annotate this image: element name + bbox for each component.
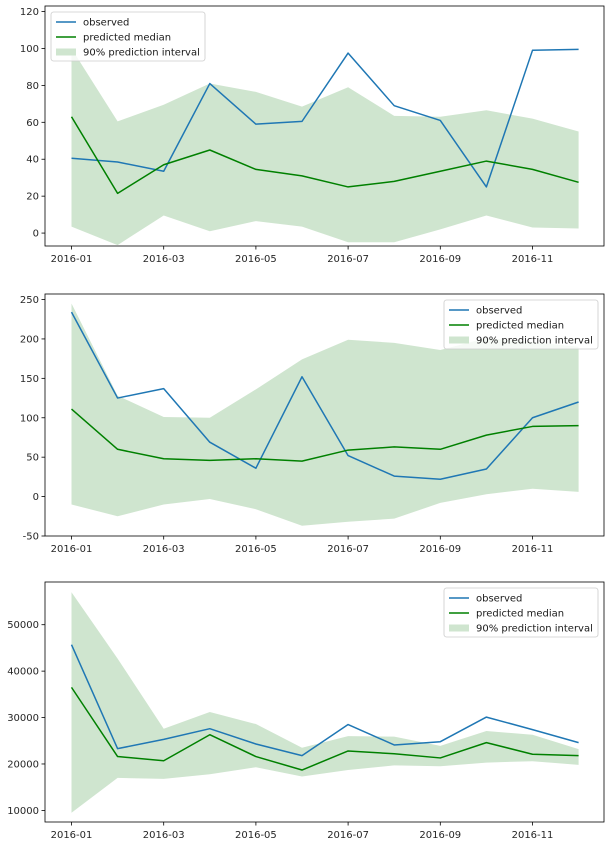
- y-tick-label: 10000: [7, 806, 39, 817]
- chart-panel-2: -50 0 50 100 150 200 250 2016-01 2016-03 2016-05 2…: [20, 293, 605, 555]
- legend-label: predicted median: [83, 33, 171, 44]
- legend-prediction-interval: 90% prediction interval: [449, 336, 593, 347]
- legend-predicted-median: predicted median: [56, 33, 171, 44]
- x-tick-label: 2016-01: [51, 830, 93, 841]
- legend-swatch: [449, 336, 469, 344]
- y-tick-label: 100: [20, 413, 39, 424]
- y-tick-label: 20000: [7, 759, 39, 770]
- legend-prediction-interval: 90% prediction interval: [56, 48, 200, 59]
- y-tick-label: 100: [20, 44, 39, 55]
- legend-prediction-interval: 90% prediction interval: [449, 624, 593, 635]
- axes-frame: [44, 5, 605, 247]
- legend-predicted-median: predicted median: [449, 609, 564, 620]
- x-tick-label: 2016-11: [512, 544, 554, 555]
- x-tick-label: 2016-11: [512, 830, 554, 841]
- y-tick-label: 40: [26, 155, 39, 166]
- predicted-median-line: [70, 686, 579, 771]
- y-tick-label: 250: [20, 295, 39, 306]
- predicted-median-line: [70, 116, 579, 195]
- legend: observed predicted median 90% prediction i…: [50, 11, 206, 62]
- y-tick-label: -50: [23, 532, 39, 543]
- predicted-median-line: [71, 408, 579, 462]
- observed-line: [70, 311, 579, 480]
- x-tick-label: 2016-05: [235, 544, 277, 555]
- prediction-interval-band: [71, 592, 579, 813]
- legend-swatch: [449, 624, 469, 632]
- legend-box: [443, 299, 599, 350]
- legend-observed: observed: [449, 306, 522, 317]
- y-tick-label: 200: [20, 334, 39, 345]
- x-tick-label: 2016-03: [143, 254, 185, 265]
- legend: observed predicted median 90% prediction i…: [443, 299, 599, 350]
- x-tick-label: 2016-03: [143, 544, 185, 555]
- x-tick-label: 2016-09: [419, 544, 461, 555]
- x-tick-label: 2016-05: [235, 254, 277, 265]
- y-tick-label: 0: [33, 492, 39, 503]
- y-tick-label: 80: [26, 81, 39, 92]
- y-tick-label: 50000: [7, 620, 39, 631]
- legend-label: 90% prediction interval: [476, 624, 593, 635]
- x-tick-label: 2016-01: [51, 254, 93, 265]
- legend-box: [50, 11, 206, 62]
- legend-label: observed: [476, 594, 522, 605]
- legend-box: [443, 587, 599, 638]
- y-tick-label: 60: [26, 118, 39, 129]
- x-tick-label: 2016-03: [143, 830, 185, 841]
- y-tick-label: 40000: [7, 667, 39, 678]
- y-tick-label: 30000: [7, 713, 39, 724]
- x-tick-label: 2016-09: [419, 830, 461, 841]
- y-tick-label: 150: [20, 374, 39, 385]
- prediction-interval-band: [71, 303, 579, 526]
- axes-frame: [44, 293, 605, 537]
- legend-label: observed: [83, 18, 129, 29]
- x-tick-label: 2016-05: [235, 830, 277, 841]
- chart-panel-3: 10000 20000 30000 40000 50000 2016-01 2016-03 2…: [7, 581, 605, 841]
- legend-label: predicted median: [476, 609, 564, 620]
- x-tick-label: 2016-07: [327, 254, 369, 265]
- legend-label: predicted median: [476, 321, 564, 332]
- y-tick-label: 120: [20, 7, 39, 18]
- legend: observed predicted median 90% prediction i…: [443, 587, 599, 638]
- chart-panel-1: 0 20 40 60 80 100 120 2016-01 2016-03 2016-05 2016…: [20, 5, 605, 265]
- x-tick-label: 2016-11: [512, 254, 554, 265]
- legend-observed: observed: [449, 594, 522, 605]
- y-tick-label: 0: [33, 229, 39, 240]
- x-tick-label: 2016-07: [327, 544, 369, 555]
- x-tick-label: 2016-09: [419, 254, 461, 265]
- observed-line: [70, 644, 579, 757]
- legend-label: observed: [476, 306, 522, 317]
- legend-observed: observed: [56, 18, 129, 29]
- y-tick-label: 20: [26, 192, 39, 203]
- prediction-interval-band: [71, 48, 579, 246]
- legend-swatch: [56, 48, 76, 56]
- legend-label: 90% prediction interval: [476, 336, 593, 347]
- x-tick-label: 2016-07: [327, 830, 369, 841]
- legend-label: 90% prediction interval: [83, 48, 200, 59]
- x-tick-label: 2016-01: [51, 544, 93, 555]
- y-tick-label: 50: [26, 453, 39, 464]
- legend-predicted-median: predicted median: [449, 321, 564, 332]
- axes-frame: [44, 581, 605, 823]
